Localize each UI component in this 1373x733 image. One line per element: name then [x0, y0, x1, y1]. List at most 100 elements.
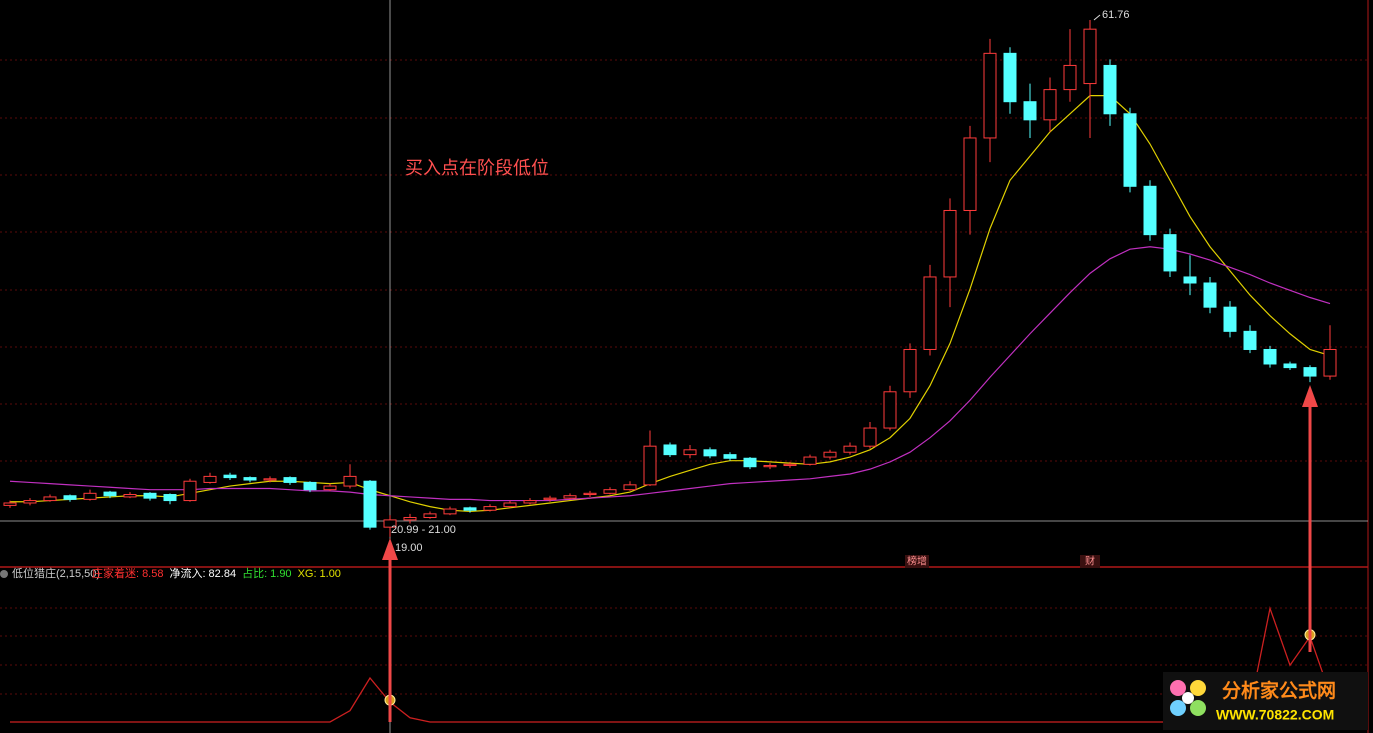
plot: [3, 19, 1337, 723]
candle-body: [1303, 367, 1317, 377]
logo-center: [1182, 692, 1194, 704]
candle-body: [343, 475, 357, 487]
candle-body: [163, 494, 177, 502]
candle-body: [83, 492, 97, 500]
logo-petal: [1190, 680, 1206, 696]
candle-body: [683, 449, 697, 456]
candle-body: [1163, 234, 1177, 272]
candle-body: [823, 451, 837, 458]
indicator-name: 低位猎庄(2,15,50): [12, 566, 100, 580]
badge: 财: [1085, 555, 1095, 568]
candle-body: [703, 449, 717, 457]
candle-body: [763, 465, 777, 468]
arrows: [382, 385, 1318, 722]
candle-body: [103, 491, 117, 497]
low-label: 19.00: [395, 542, 423, 554]
logo-petal: [1170, 700, 1186, 716]
candle-body: [843, 445, 857, 453]
candle-body: [1123, 113, 1137, 187]
badge-box: [905, 555, 929, 568]
candle-body: [1223, 306, 1237, 332]
candle-body: [3, 502, 17, 506]
candle-body: [743, 457, 757, 468]
indicator-readouts: 庄家着迷: 8.58 净流入: 82.84 占比: 1.90 XG: 1.00: [92, 566, 341, 580]
candle-body: [383, 519, 397, 528]
logo-petal: [1190, 700, 1206, 716]
arrow-head: [1302, 385, 1318, 407]
candle-body: [1003, 52, 1017, 103]
candle-body: [583, 492, 597, 496]
readout-name: XG:: [298, 568, 317, 580]
readout-name: 占比:: [242, 566, 267, 580]
candle-body: [983, 52, 997, 139]
candle-body: [203, 475, 217, 483]
candle-body: [543, 497, 557, 500]
candle-body: [603, 489, 617, 494]
candle-body: [403, 516, 417, 521]
candle-body: [443, 508, 457, 515]
logo-petal: [1170, 680, 1186, 696]
candle-body: [663, 444, 677, 456]
candle-body: [263, 478, 277, 481]
candle-body: [463, 507, 477, 511]
candle-body: [143, 492, 157, 499]
watermark-url: WWW.70822.COM: [1216, 707, 1334, 723]
candle-body: [243, 477, 257, 481]
candle-body: [283, 477, 297, 483]
buy-note: 买入点在阶段低位: [405, 158, 549, 178]
candle-body: [303, 481, 317, 491]
readout-name: 庄家着迷:: [92, 566, 139, 580]
candle-body: [623, 484, 637, 491]
candle-body: [423, 513, 437, 518]
arrow-head: [382, 538, 398, 560]
candle-body: [1063, 64, 1077, 91]
candle-body: [123, 494, 137, 498]
watermark-title: 分析家公式网: [1222, 679, 1336, 702]
candle-body: [1103, 64, 1117, 115]
readout-value: 1.00: [320, 568, 341, 580]
candle-body: [1203, 282, 1217, 308]
readout-name: 净流入:: [169, 566, 205, 580]
candle-body: [563, 495, 577, 499]
readout-value: 8.58: [142, 568, 163, 580]
indicator-toggle[interactable]: [0, 570, 8, 578]
candle-body: [1243, 330, 1257, 350]
range-label: 20.99 - 21.00: [391, 524, 456, 536]
candle-body: [723, 454, 737, 459]
candle-body: [943, 209, 957, 278]
candle-body: [63, 495, 77, 500]
candle-body: [223, 474, 237, 479]
candle-body: [1323, 348, 1337, 377]
candle-body: [903, 348, 917, 393]
badge: 榜增: [907, 555, 927, 568]
readout-value: 1.90: [270, 568, 291, 580]
watermark: 分析家公式网 WWW.70822.COM: [1163, 672, 1368, 730]
high-pointer: [1093, 14, 1101, 21]
candle-body: [963, 137, 977, 211]
candle-body: [363, 480, 377, 528]
candle-body: [483, 506, 497, 511]
candle-body: [783, 463, 797, 467]
indicator-line: [10, 605, 1331, 723]
candle-body: [1263, 348, 1277, 365]
candle-body: [1043, 89, 1057, 121]
badge-box: [1080, 555, 1100, 568]
candle-body: [883, 391, 897, 429]
readout-value: 82.84: [209, 568, 237, 580]
candle-body: [183, 480, 197, 502]
grid: [0, 59, 1368, 695]
candle-body: [1143, 185, 1157, 236]
candle-body: [803, 456, 817, 465]
candle-body: [1023, 101, 1037, 121]
candle-body: [923, 276, 937, 350]
candle-body: [1283, 363, 1297, 369]
candle-body: [43, 496, 57, 502]
candle-body: [323, 485, 337, 491]
moving-average: [9, 246, 1331, 502]
candle-body: [503, 502, 517, 508]
candle-body: [1183, 276, 1197, 284]
candle-body: [643, 445, 657, 486]
candle-body: [1083, 28, 1097, 85]
